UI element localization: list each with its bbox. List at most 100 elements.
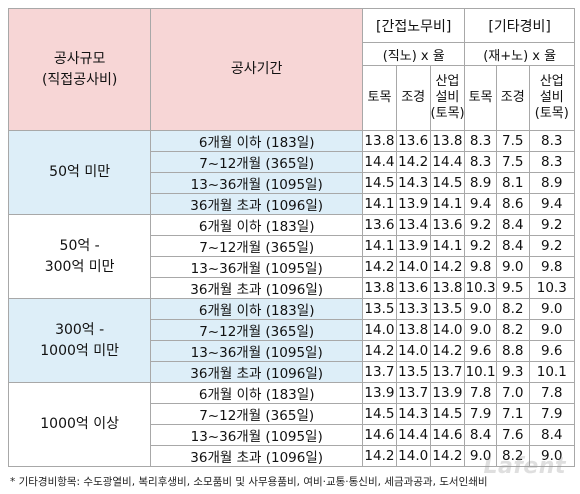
other-expense-rate-cell: 9.0 [464,298,497,320]
indirect-labor-rate-cell: 14.2 [429,340,466,362]
period-cell: 7~12개월 (365일) [150,151,364,173]
other-expense-rate-cell: 9.6 [528,340,576,362]
table-row: 36개월 초과 (1096일) 14.1 13.9 14.1 9.4 8.6 9.4 [9,193,576,215]
period-cell: 6개월 이하 (183일) [150,130,364,152]
period-cell: 36개월 초과 (1096일) [150,445,364,467]
indirect-labor-rate-cell: 14.5 [429,403,466,425]
scale-cell: 1000억 이상 [7,382,152,467]
footnote: * 기타경비항목: 수도광열비, 복리후생비, 소모품비 및 사무용품비, 여비… [10,476,488,488]
other-expense-rate-cell: 9.2 [528,214,576,236]
indirect-labor-rate-cell: 14.2 [362,445,397,467]
indirect-labor-rate-cell: 13.8 [395,319,431,341]
other-expense-rate-cell: 9.3 [495,361,530,383]
scale-cell-line: 50억 미만 [49,164,111,180]
indirect-labor-rate-cell: 14.0 [395,445,431,467]
g1-industry-line2: 설비 [435,90,460,105]
table-row: 50억 미만 6개월 이하 (183일) 13.8 13.6 13.8 8.3 7.5 8.3 [7,130,576,215]
other-expense-rate-cell: 7.1 [495,403,530,425]
indirect-labor-rate-cell: 14.0 [395,256,431,278]
indirect-labor-rate-cell: 13.5 [395,361,431,383]
g2-building-header: 조경 [495,65,530,131]
indirect-labor-rate-cell: 14.0 [362,319,397,341]
other-expense-rate-cell: 10.1 [528,361,576,383]
indirect-labor-rate-cell: 13.9 [395,193,431,215]
watermark: Lafent [483,454,566,479]
other-expense-rate-cell: 7.0 [495,382,530,404]
other-expense-rate-cell: 10.3 [464,277,497,299]
other-expense-rate-cell: 8.3 [528,151,576,173]
other-expense-rate-cell: 8.4 [464,424,497,446]
indirect-labor-rate-cell: 14.2 [395,151,431,173]
other-expense-rate-cell: 8.3 [464,130,497,152]
indirect-labor-rate-cell: 13.8 [362,130,397,152]
other-expense-rate-cell: 8.8 [495,340,530,362]
indirect-labor-rate-cell: 13.8 [362,277,397,299]
scale-cell: 50억 미만 [7,130,152,215]
indirect-labor-rate-cell: 14.6 [429,424,466,446]
indirect-labor-rate-cell: 13.6 [395,130,431,152]
indirect-labor-rate-cell: 13.7 [362,361,397,383]
other-expense-rate-cell: 7.6 [495,424,530,446]
other-expense-rate-cell: 9.0 [495,256,530,278]
g2-industry-line3: (토목) [534,106,569,121]
other-expense-rate-cell: 8.9 [464,172,497,194]
scale-cell-line: 50억 - [59,237,100,254]
period-cell: 7~12개월 (365일) [150,235,364,257]
other-expense-rate-cell: 9.8 [464,256,497,278]
scale-header: 공사규모 (직접공사비) [7,8,152,131]
period-cell: 13~36개월 (1095일) [150,172,364,194]
table-row: 7~12개월 (365일) 14.0 13.8 14.0 9.0 8.2 9.0 [9,319,576,341]
indirect-labor-rate-cell: 13.5 [429,298,466,320]
other-expense-rate-cell: 8.1 [495,172,530,194]
other-expense-rate-cell: 7.9 [528,403,576,425]
period-cell: 36개월 초과 (1096일) [150,277,364,299]
indirect-labor-header: [간접노무비] [362,8,466,43]
indirect-labor-formula: (직노) x 율 [362,42,466,66]
indirect-labor-rate-cell: 14.6 [362,424,397,446]
other-expense-rate-cell: 9.4 [464,193,497,215]
indirect-labor-rate-cell: 14.5 [362,403,397,425]
other-expense-rate-cell: 9.6 [464,340,497,362]
period-cell: 7~12개월 (365일) [150,403,364,425]
indirect-labor-rate-cell: 13.9 [395,235,431,257]
table-row: 7~12개월 (365일) 14.1 13.9 14.1 9.2 8.4 9.2 [9,235,576,257]
indirect-labor-rate-cell: 14.5 [362,172,397,194]
scale-cell-line: 300억 미만 [44,258,115,275]
indirect-labor-rate-cell: 14.1 [362,193,397,215]
indirect-labor-rate-cell: 14.3 [395,403,431,425]
period-cell: 6개월 이하 (183일) [150,382,364,404]
period-cell: 13~36개월 (1095일) [150,256,364,278]
other-expense-rate-cell: 9.0 [528,298,576,320]
other-expense-rate-cell: 9.5 [495,277,530,299]
g2-industry-line1: 산업 [539,74,564,89]
indirect-labor-rate-cell: 14.4 [362,151,397,173]
period-cell: 13~36개월 (1095일) [150,424,364,446]
indirect-labor-rate-cell: 13.8 [429,130,466,152]
indirect-labor-rate-cell: 13.7 [429,361,466,383]
g1-industry-line1: 산업 [435,74,460,89]
other-expense-rate-cell: 7.5 [495,130,530,152]
indirect-labor-rate-cell: 14.1 [429,193,466,215]
other-expense-rate-cell: 8.4 [528,424,576,446]
indirect-labor-rate-cell: 14.3 [395,172,431,194]
period-header: 공사기간 [150,8,364,131]
other-expense-formula: (재+노) x 율 [464,42,575,66]
indirect-labor-rate-cell: 14.2 [362,256,397,278]
scale-cell-line: 300억 - [55,321,105,338]
other-expense-rate-cell: 9.2 [464,214,497,236]
indirect-labor-rate-cell: 14.2 [429,445,466,467]
g1-industry-line3: (토목) [430,106,465,121]
other-expense-rate-cell: 9.2 [464,235,497,257]
table-row: 13~36개월 (1095일) 14.2 14.0 14.2 9.6 8.8 9.6 [9,340,576,362]
scale-cell-line: 1000억 미만 [40,342,119,359]
g1-building-header: 조경 [395,65,431,131]
other-expense-rate-cell: 8.4 [495,235,530,257]
other-expense-rate-cell: 7.8 [528,382,576,404]
table-row: 36개월 초과 (1096일) 13.8 13.6 13.8 10.3 9.5 10.3 [9,277,576,299]
table-row: 300억 -1000억 미만 6개월 이하 (183일) 13.5 13.3 13.5 9… [7,298,576,383]
other-expense-rate-cell: 8.4 [495,214,530,236]
indirect-labor-rate-cell: 13.6 [429,214,466,236]
g2-civil-header: 토목 [464,65,497,131]
other-expense-rate-cell: 7.5 [495,151,530,173]
other-expense-rate-cell: 9.8 [528,256,576,278]
